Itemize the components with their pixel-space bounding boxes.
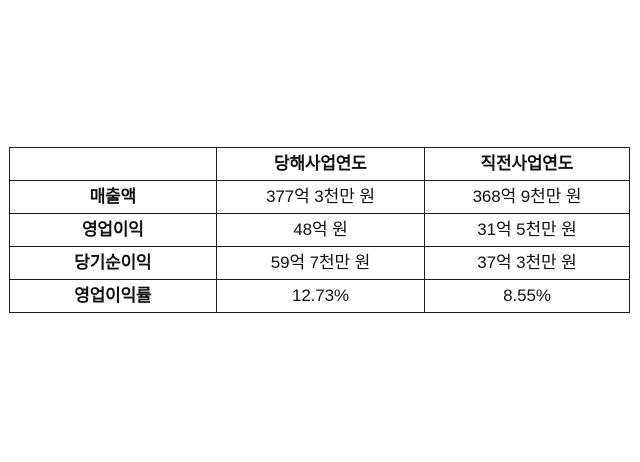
cell-revenue-previous: 368억 9천만 원 <box>424 180 630 214</box>
row-label-operating-profit: 영업이익 <box>9 213 217 247</box>
cell-net-income-current: 59억 7천만 원 <box>216 246 425 280</box>
table-row: 영업이익 48억 원 31억 5천만 원 <box>9 213 630 247</box>
column-header-previous-year: 직전사업연도 <box>424 147 630 181</box>
row-label-operating-margin: 영업이익률 <box>9 279 217 313</box>
financial-summary-table: 당해사업연도 직전사업연도 매출액 377억 3천만 원 368억 9천만 원 … <box>9 147 630 313</box>
cell-revenue-current: 377억 3천만 원 <box>216 180 425 214</box>
table-row: 영업이익률 12.73% 8.55% <box>9 279 630 313</box>
table-row: 매출액 377억 3천만 원 368억 9천만 원 <box>9 180 630 214</box>
row-label-net-income: 당기순이익 <box>9 246 217 280</box>
cell-operating-profit-current: 48억 원 <box>216 213 425 247</box>
table-corner-cell <box>9 147 217 181</box>
cell-operating-profit-previous: 31억 5천만 원 <box>424 213 630 247</box>
cell-net-income-previous: 37억 3천만 원 <box>424 246 630 280</box>
cell-operating-margin-previous: 8.55% <box>424 279 630 313</box>
cell-operating-margin-current: 12.73% <box>216 279 425 313</box>
table-row: 당기순이익 59억 7천만 원 37억 3천만 원 <box>9 246 630 280</box>
table-header: 당해사업연도 직전사업연도 <box>9 147 630 181</box>
table-header-row: 당해사업연도 직전사업연도 <box>9 147 630 181</box>
row-label-revenue: 매출액 <box>9 180 217 214</box>
table-body: 매출액 377억 3천만 원 368억 9천만 원 영업이익 48억 원 31억… <box>9 180 630 313</box>
column-header-current-year: 당해사업연도 <box>216 147 425 181</box>
